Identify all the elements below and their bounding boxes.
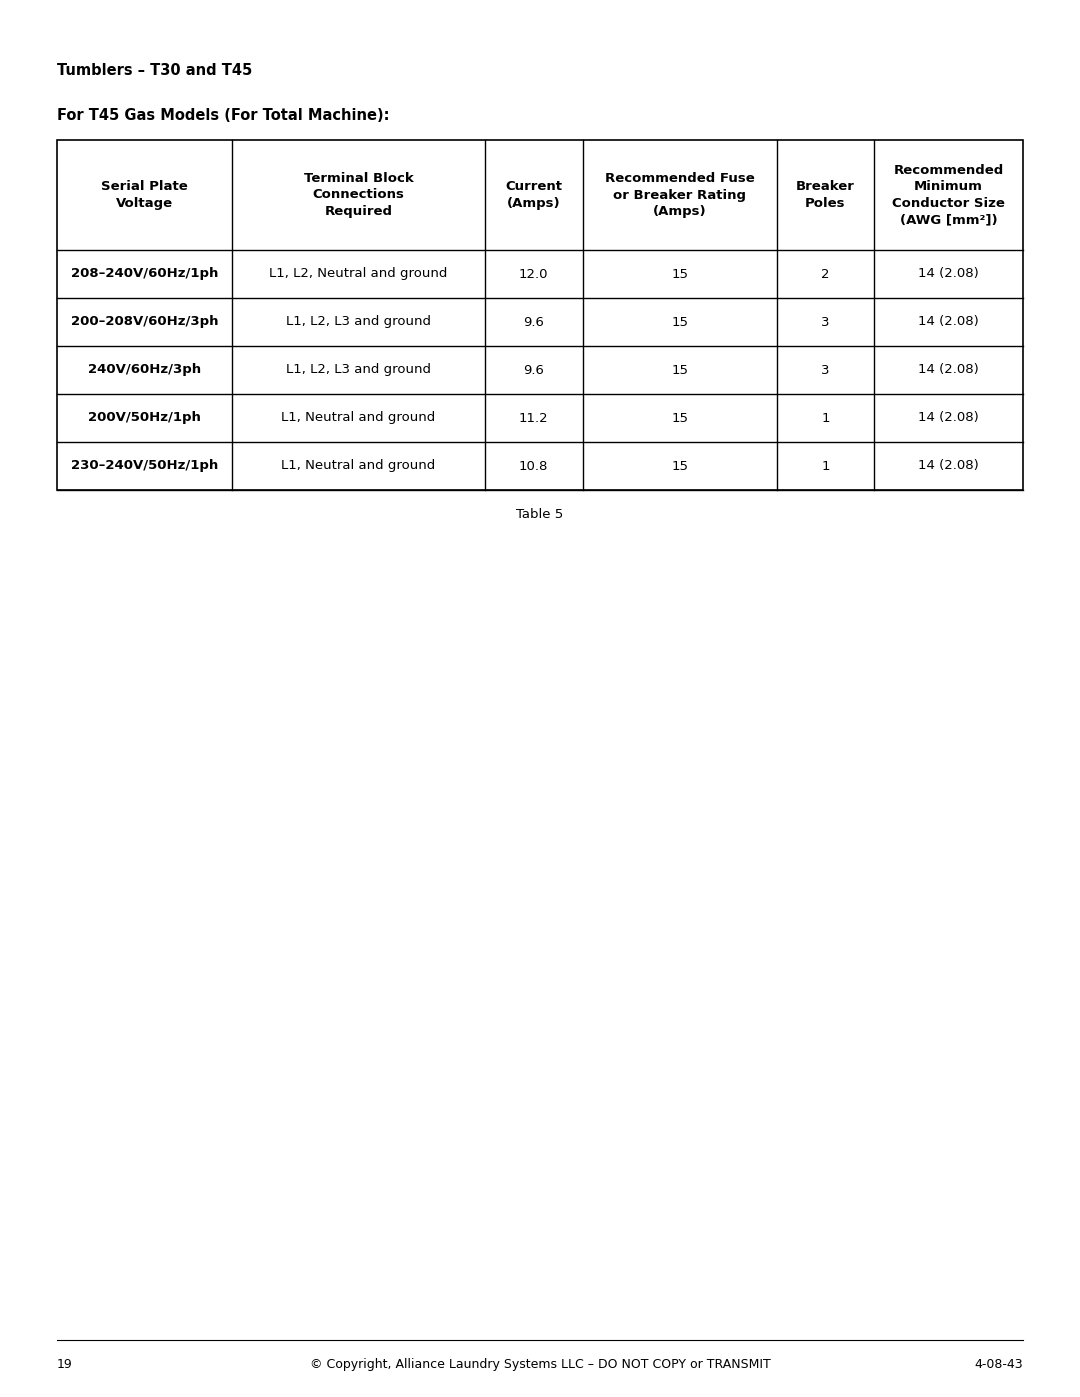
Text: 1: 1 [821, 460, 829, 472]
Text: 15: 15 [671, 316, 688, 328]
Text: 3: 3 [821, 316, 829, 328]
Text: 230–240V/50Hz/1ph: 230–240V/50Hz/1ph [71, 460, 218, 472]
Text: Tumblers – T30 and T45: Tumblers – T30 and T45 [57, 63, 253, 78]
Text: 9.6: 9.6 [524, 316, 544, 328]
Bar [57, 140, 1023, 490]
Text: 14 (2.08): 14 (2.08) [918, 363, 978, 377]
Text: 15: 15 [671, 460, 688, 472]
Text: 11.2: 11.2 [518, 412, 549, 425]
Text: Table 5: Table 5 [516, 509, 564, 521]
Text: L1, Neutral and ground: L1, Neutral and ground [281, 460, 435, 472]
Text: For T45 Gas Models (For Total Machine):: For T45 Gas Models (For Total Machine): [57, 108, 390, 123]
Text: 1: 1 [821, 412, 829, 425]
Text: Current
(Amps): Current (Amps) [505, 180, 563, 210]
Text: L1, Neutral and ground: L1, Neutral and ground [281, 412, 435, 425]
Text: Terminal Block
Connections
Required: Terminal Block Connections Required [303, 172, 414, 218]
Text: 14 (2.08): 14 (2.08) [918, 267, 978, 281]
Text: Serial Plate
Voltage: Serial Plate Voltage [102, 180, 188, 210]
Text: 200V/50Hz/1ph: 200V/50Hz/1ph [87, 412, 201, 425]
Text: 208–240V/60Hz/1ph: 208–240V/60Hz/1ph [70, 267, 218, 281]
Text: 19: 19 [57, 1358, 72, 1370]
Text: L1, L2, L3 and ground: L1, L2, L3 and ground [286, 363, 431, 377]
Text: 3: 3 [821, 363, 829, 377]
Text: 9.6: 9.6 [524, 363, 544, 377]
Text: Breaker
Poles: Breaker Poles [796, 180, 855, 210]
Text: © Copyright, Alliance Laundry Systems LLC – DO NOT COPY or TRANSMIT: © Copyright, Alliance Laundry Systems LL… [310, 1358, 770, 1370]
Text: 14 (2.08): 14 (2.08) [918, 460, 978, 472]
Text: Recommended
Minimum
Conductor Size
(AWG [mm²]): Recommended Minimum Conductor Size (AWG … [892, 163, 1005, 226]
Text: 12.0: 12.0 [519, 267, 549, 281]
Text: 200–208V/60Hz/3ph: 200–208V/60Hz/3ph [70, 316, 218, 328]
Text: 14 (2.08): 14 (2.08) [918, 412, 978, 425]
Text: 15: 15 [671, 363, 688, 377]
Text: 14 (2.08): 14 (2.08) [918, 316, 978, 328]
Text: 15: 15 [671, 412, 688, 425]
Text: 15: 15 [671, 267, 688, 281]
Text: L1, L2, Neutral and ground: L1, L2, Neutral and ground [269, 267, 447, 281]
Text: 240V/60Hz/3ph: 240V/60Hz/3ph [87, 363, 201, 377]
Text: 4-08-43: 4-08-43 [974, 1358, 1023, 1370]
Text: Recommended Fuse
or Breaker Rating
(Amps): Recommended Fuse or Breaker Rating (Amps… [605, 172, 755, 218]
Text: 2: 2 [821, 267, 829, 281]
Text: 10.8: 10.8 [519, 460, 549, 472]
Text: L1, L2, L3 and ground: L1, L2, L3 and ground [286, 316, 431, 328]
